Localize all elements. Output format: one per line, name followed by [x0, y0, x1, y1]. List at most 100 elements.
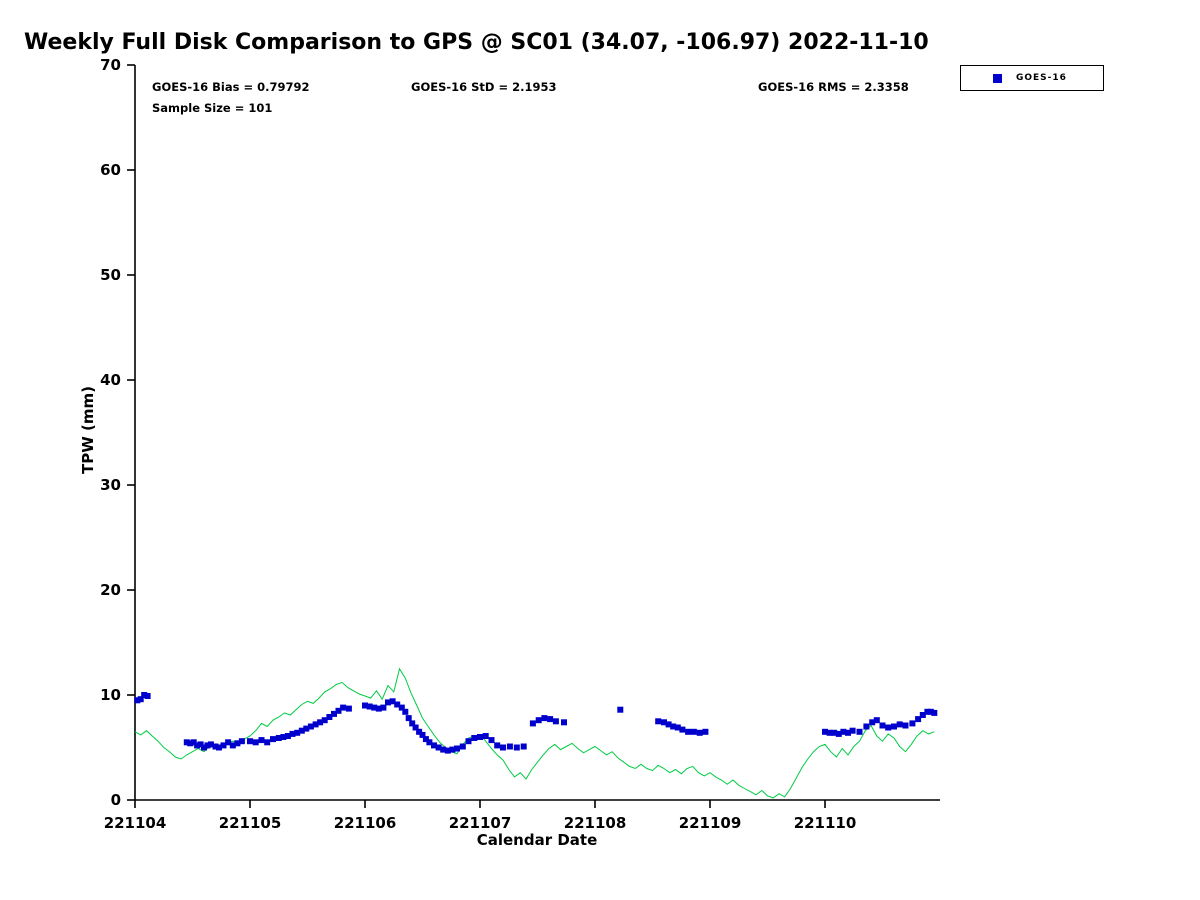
goes16-marker [201, 744, 207, 751]
goes16-marker [465, 738, 472, 745]
goes16-marker [141, 692, 148, 698]
goes16-marker [409, 720, 416, 727]
goes16-marker [252, 739, 259, 746]
goes16-marker [398, 704, 405, 711]
stat-std: GOES-16 StD = 2.1953 [411, 80, 557, 94]
goes16-marker [225, 739, 232, 746]
goes16-marker [902, 722, 909, 729]
goes16-marker [488, 737, 495, 744]
goes16-marker [547, 716, 554, 723]
goes16-marker [535, 717, 542, 724]
goes16-marker [696, 729, 703, 736]
legend-label-goes16: GOES-16 [1016, 73, 1067, 83]
goes16-marker [197, 741, 204, 748]
x-tick-label: 221109 [679, 814, 742, 832]
goes16-marker [879, 722, 886, 729]
goes16-marker [845, 729, 851, 736]
goes16-marker [385, 699, 391, 706]
goes16-marker [144, 693, 151, 699]
goes16-marker [924, 708, 931, 715]
goes16-marker [375, 705, 382, 712]
goes16-marker [661, 719, 667, 726]
goes16-marker [869, 719, 876, 726]
goes16-marker [454, 745, 460, 752]
goes16-marker [183, 739, 190, 746]
stat-bias: GOES-16 Bias = 0.79792 [152, 80, 310, 94]
goes16-marker [822, 728, 828, 735]
goes16-marker [840, 728, 847, 735]
goes16-marker [494, 742, 501, 749]
x-tick-label: 221106 [334, 814, 397, 832]
goes16-marker [471, 735, 478, 741]
goes16-marker [284, 733, 291, 739]
goes16-marker [896, 721, 903, 728]
goes16-marker [665, 721, 672, 728]
y-tick-label: 50 [100, 266, 121, 284]
goes16-marker [394, 701, 401, 708]
x-tick-label: 221104 [104, 814, 167, 832]
goes16-marker [389, 698, 396, 705]
goes16-marker [529, 720, 536, 727]
goes16-marker [915, 716, 922, 723]
goes16-marker [412, 724, 419, 731]
goes16-marker [298, 727, 305, 734]
goes16-marker [541, 715, 548, 722]
goes16-marker [931, 709, 938, 716]
goes16-marker [909, 720, 916, 727]
x-axis-label: Calendar Date [476, 831, 598, 849]
goes16-marker [380, 704, 387, 711]
goes16-marker [366, 703, 373, 710]
goes16-marker [431, 742, 437, 749]
goes16-marker [212, 743, 219, 750]
goes16-marker [280, 734, 287, 740]
stat-sample-size: Sample Size = 101 [152, 101, 273, 115]
goes16-marker [856, 728, 863, 735]
goes16-marker [321, 717, 328, 724]
goes16-marker [674, 724, 681, 731]
goes16-marker [216, 744, 222, 751]
goes16-marker [317, 719, 324, 726]
goes16-marker [702, 728, 709, 735]
goes16-marker [444, 747, 451, 754]
goes16-marker [416, 728, 423, 735]
goes16-marker [229, 742, 236, 749]
y-tick-label: 30 [100, 476, 121, 494]
goes16-marker [873, 717, 880, 724]
goes16-marker [422, 736, 429, 743]
goes16-marker [289, 730, 296, 737]
goes16-marker [405, 715, 412, 722]
goes16-marker [419, 731, 426, 738]
y-axis-label: TPW (mm) [79, 386, 97, 474]
goes16-marker [617, 706, 624, 713]
goes16-marker [137, 696, 144, 703]
y-tick-label: 60 [100, 161, 121, 179]
y-tick-label: 20 [100, 581, 121, 599]
goes16-marker [247, 738, 253, 745]
goes16-marker [134, 697, 141, 704]
goes16-marker [258, 737, 265, 744]
goes16-marker [849, 727, 856, 734]
goes16-marker [513, 744, 520, 751]
legend-marker-square-icon [993, 73, 1002, 83]
goes16-marker [234, 740, 241, 747]
goes16-marker [220, 742, 227, 749]
x-tick-label: 221105 [219, 814, 282, 832]
goes16-marker [294, 729, 301, 736]
goes16-marker [927, 708, 934, 715]
stat-rms: GOES-16 RMS = 2.3358 [758, 80, 909, 94]
goes16-marker [426, 739, 433, 746]
goes16-marker [506, 743, 513, 750]
goes16-marker [340, 704, 347, 711]
goes16-marker [885, 724, 892, 731]
gps-line [134, 667, 935, 799]
goes16-marker [402, 708, 409, 715]
x-tick-label: 221110 [794, 814, 857, 832]
goes16-marker [561, 719, 567, 726]
goes16-marker [670, 723, 677, 730]
goes16-marker [685, 728, 692, 735]
goes16-marker [500, 744, 506, 751]
goes16-marker [326, 714, 333, 720]
goes16-marker [679, 726, 686, 733]
goes16-marker [552, 718, 559, 725]
